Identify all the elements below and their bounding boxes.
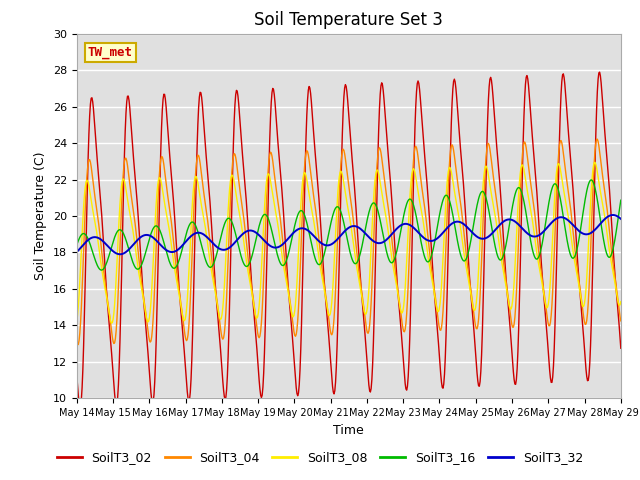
Line: SoilT3_32: SoilT3_32 — [77, 215, 621, 254]
SoilT3_02 — [140, 294, 147, 300]
SoilT3_02 — [223, 373, 231, 379]
SoilT3_32 — [116, 252, 124, 257]
X-axis label: Time: Time — [333, 424, 364, 437]
SoilT3_08 — [223, 223, 231, 228]
SoilT3_08 — [83, 178, 90, 183]
SoilT3_04 — [223, 277, 231, 283]
SoilT3_04 — [73, 340, 81, 346]
SoilT3_04 — [195, 153, 202, 158]
SoilT3_16 — [195, 231, 202, 237]
SoilT3_04 — [593, 136, 601, 142]
SoilT3_08 — [617, 299, 625, 304]
SoilT3_16 — [617, 197, 625, 203]
SoilT3_04 — [140, 292, 147, 298]
SoilT3_04 — [416, 167, 424, 172]
SoilT3_04 — [617, 318, 625, 324]
SoilT3_02 — [73, 372, 81, 378]
SoilT3_02 — [195, 105, 202, 110]
SoilT3_04 — [74, 342, 81, 348]
Line: SoilT3_02: SoilT3_02 — [77, 72, 621, 407]
SoilT3_16 — [73, 242, 81, 248]
SoilT3_08 — [431, 298, 439, 304]
SoilT3_32 — [431, 237, 439, 242]
SoilT3_32 — [617, 216, 625, 222]
SoilT3_16 — [431, 235, 439, 240]
SoilT3_32 — [195, 230, 202, 236]
SoilT3_02 — [596, 69, 604, 75]
SoilT3_08 — [108, 320, 115, 326]
SoilT3_16 — [588, 177, 595, 183]
SoilT3_32 — [140, 233, 147, 239]
SoilT3_02 — [431, 303, 439, 309]
Y-axis label: Soil Temperature (C): Soil Temperature (C) — [35, 152, 47, 280]
SoilT3_16 — [223, 216, 231, 222]
SoilT3_16 — [416, 231, 424, 237]
SoilT3_16 — [98, 267, 106, 273]
SoilT3_04 — [431, 295, 439, 300]
SoilT3_02 — [416, 86, 424, 92]
Line: SoilT3_08: SoilT3_08 — [77, 162, 621, 323]
SoilT3_02 — [617, 345, 625, 351]
SoilT3_16 — [140, 257, 147, 263]
SoilT3_16 — [83, 233, 90, 239]
SoilT3_08 — [140, 296, 147, 302]
SoilT3_08 — [195, 185, 202, 191]
SoilT3_08 — [73, 318, 81, 324]
SoilT3_32 — [83, 239, 90, 244]
SoilT3_32 — [73, 249, 81, 255]
Text: TW_met: TW_met — [88, 46, 132, 59]
SoilT3_32 — [609, 212, 617, 218]
SoilT3_08 — [591, 159, 599, 165]
SoilT3_02 — [76, 404, 84, 409]
Line: SoilT3_04: SoilT3_04 — [77, 139, 621, 345]
SoilT3_02 — [84, 183, 92, 189]
Legend: SoilT3_02, SoilT3_04, SoilT3_08, SoilT3_16, SoilT3_32: SoilT3_02, SoilT3_04, SoilT3_08, SoilT3_… — [52, 446, 588, 469]
SoilT3_04 — [84, 167, 92, 173]
SoilT3_08 — [416, 198, 424, 204]
SoilT3_32 — [223, 246, 231, 252]
Title: Soil Temperature Set 3: Soil Temperature Set 3 — [254, 11, 444, 29]
SoilT3_32 — [416, 231, 424, 237]
Line: SoilT3_16: SoilT3_16 — [77, 180, 621, 270]
